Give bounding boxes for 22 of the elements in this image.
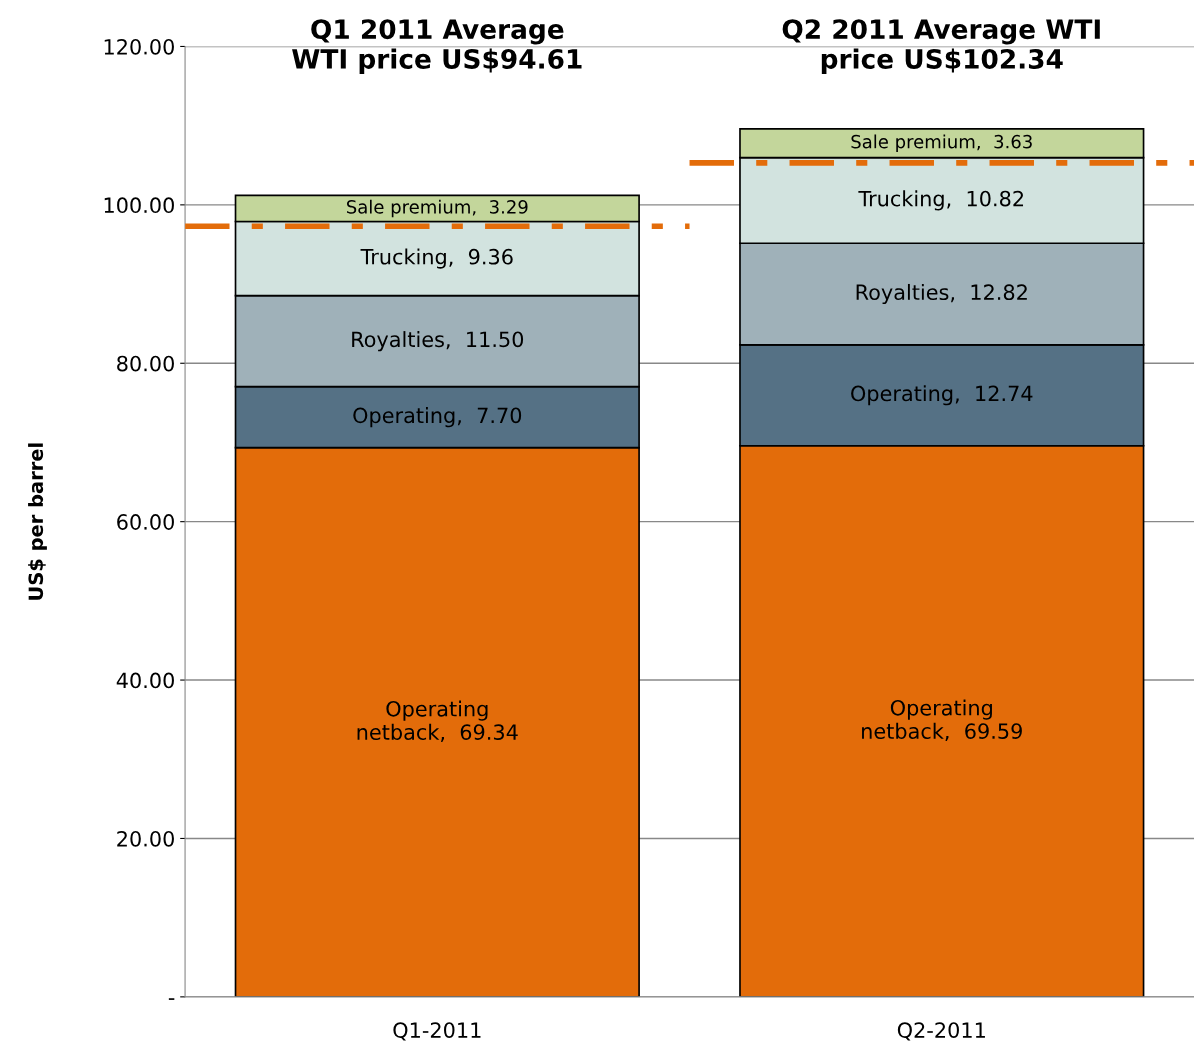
data-label: Royalties, 11.50 xyxy=(352,331,524,352)
x-tick-label: Q2-2011 xyxy=(897,1022,985,1041)
x-tick-label: Q1-2011 xyxy=(393,1022,481,1041)
y-tick-label: 20.00 xyxy=(117,830,174,847)
y-axis-title: US$ per barrel xyxy=(28,443,47,600)
data-label: Royalties, 12.82 xyxy=(856,283,1027,305)
data-label: Trucking, 9.36 xyxy=(360,248,513,269)
y-tick-label: 40.00 xyxy=(116,672,174,689)
annotation: Q1 2011 Average WTI price US$94.61 xyxy=(292,19,582,75)
annotation: Q2 2011 Average WTI price US$102.34 xyxy=(782,19,1100,75)
y-tick-label: 80.00 xyxy=(117,355,174,372)
data-label: Operating, 12.74 xyxy=(851,385,1033,406)
y-tick-label: 120.00 xyxy=(104,38,174,55)
data-label: Sale premium, 3.29 xyxy=(346,199,528,218)
data-label: Sale premium, 3.63 xyxy=(851,134,1032,152)
data-label: Trucking, 10.82 xyxy=(858,190,1024,211)
y-tick-label: 60.00 xyxy=(117,514,174,530)
data-label: Operating netback, 69.59 xyxy=(862,699,1022,742)
data-label: Operating, 7.70 xyxy=(353,407,522,428)
y-tick-label: 100.00 xyxy=(104,197,174,214)
y-tick-label: - xyxy=(168,998,175,1000)
data-label: Operating netback, 69.34 xyxy=(357,700,518,743)
